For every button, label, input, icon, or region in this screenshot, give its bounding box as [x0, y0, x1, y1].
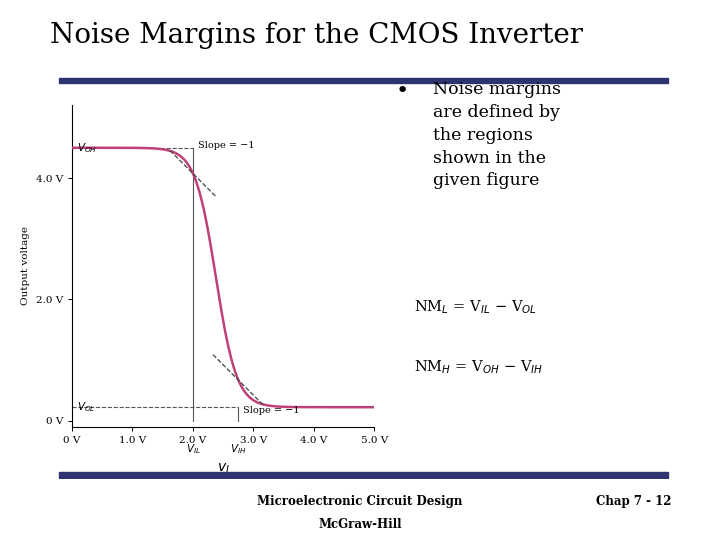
Text: Noise Margins for the CMOS Inverter: Noise Margins for the CMOS Inverter	[50, 22, 583, 49]
Text: •: •	[395, 81, 408, 101]
Y-axis label: Output voltage: Output voltage	[21, 226, 30, 306]
Text: McGraw-Hill: McGraw-Hill	[318, 518, 402, 531]
Text: Slope = −1: Slope = −1	[198, 141, 254, 150]
Text: Chap 7 - 12: Chap 7 - 12	[596, 495, 671, 508]
Text: Microelectronic Circuit Design: Microelectronic Circuit Design	[257, 495, 463, 508]
Text: $V_{IL}$: $V_{IL}$	[186, 442, 200, 456]
X-axis label: $v_I$: $v_I$	[217, 461, 230, 476]
Text: $V_{OL}$: $V_{OL}$	[77, 400, 95, 414]
Text: Slope = −1: Slope = −1	[243, 407, 300, 415]
Text: NM$_L$ = V$_{IL}$ $-$ V$_{OL}$: NM$_L$ = V$_{IL}$ $-$ V$_{OL}$	[414, 299, 537, 316]
Text: NM$_H$ = V$_{OH}$ $-$ V$_{IH}$: NM$_H$ = V$_{OH}$ $-$ V$_{IH}$	[414, 358, 544, 376]
Text: $V_{IH}$: $V_{IH}$	[230, 442, 246, 456]
Text: Noise margins
are defined by
the regions
shown in the
given figure: Noise margins are defined by the regions…	[433, 81, 561, 190]
Text: $V_{OH}$: $V_{OH}$	[77, 141, 97, 154]
